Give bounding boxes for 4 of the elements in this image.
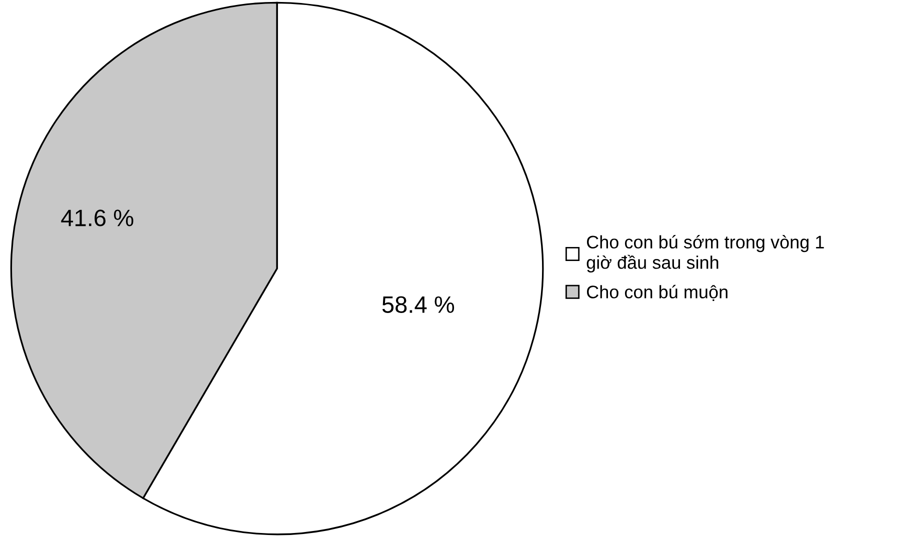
data-label: 41.6 % (61, 210, 134, 226)
legend-label: Cho con bú sớm trong vòng 1 giờ đầu sau sinh (586, 235, 824, 272)
legend-label: Cho con bú muộn (586, 284, 728, 301)
data-label: 58.4 % (382, 296, 454, 313)
